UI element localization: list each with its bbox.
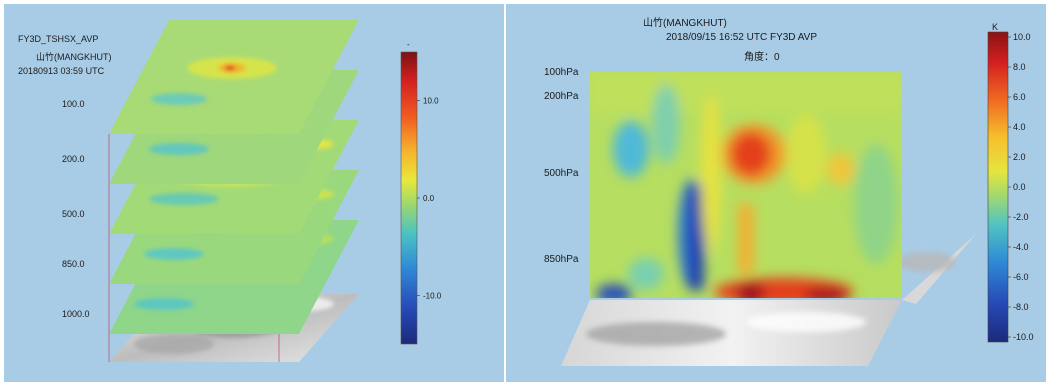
layer-label-850: 850.0 bbox=[62, 259, 85, 269]
colorbar-tick-label: 0.0 bbox=[1013, 182, 1026, 192]
colorbar-tick-label: 6.0 bbox=[1013, 92, 1026, 102]
colorbar-tick-label: 2.0 bbox=[1013, 152, 1026, 162]
colorbar-tick-label: -8.0 bbox=[1013, 302, 1029, 312]
colorbar-tick-label: -4.0 bbox=[1013, 242, 1029, 252]
colorbar-tick-label: -10.0 bbox=[1013, 332, 1034, 342]
colorbar-tick-label: 10.0 bbox=[423, 97, 439, 106]
right-colorbar bbox=[987, 31, 1009, 343]
left-subtitle-name: 山竹(MANGKHUT) bbox=[36, 52, 112, 62]
colorbar-tick-label: -10.0 bbox=[423, 291, 442, 300]
colorbar-tick-label: -2.0 bbox=[1013, 212, 1029, 222]
colorbar-tick-label: 0.0 bbox=[423, 194, 435, 203]
right-colorbar-unit: K bbox=[992, 22, 998, 32]
layer-label-500: 500.0 bbox=[62, 209, 85, 219]
layer-label-100: 100.0 bbox=[62, 99, 85, 109]
left-panel: FY3D_TSHSX_AVP 山竹(MANGKHUT) 20180913 03:… bbox=[4, 4, 504, 382]
layer-100 bbox=[109, 20, 359, 134]
colorbar-tick-label: 4.0 bbox=[1013, 122, 1026, 132]
colorbar-tick-label: 8.0 bbox=[1013, 62, 1026, 72]
ytick-500hpa: 500hPa bbox=[544, 168, 579, 179]
left-subtitle-time: 20180913 03:59 UTC bbox=[18, 66, 105, 76]
right-cross-section-chart: 100hPa 200hPa 500hPa 850hPa K 10.0 8.0 6.0… bbox=[544, 22, 1034, 366]
ytick-850hpa: 850hPa bbox=[544, 254, 579, 265]
left-colorbar-unit: - bbox=[407, 40, 410, 49]
colorbar-tick-label: -6.0 bbox=[1013, 272, 1029, 282]
right-panel: 山竹(MANGKHUT) 2018/09/15 16:52 UTC FY3D A… bbox=[506, 4, 1046, 382]
ytick-200hpa: 200hPa bbox=[544, 91, 579, 102]
ytick-100hpa: 100hPa bbox=[544, 67, 579, 78]
left-stack-chart: 100.0 200.0 500.0 850.0 1000.0 - 10.0 0.0… bbox=[62, 20, 442, 362]
left-colorbar bbox=[400, 51, 418, 345]
right-base-cloud-image bbox=[561, 234, 976, 366]
right-heatmap bbox=[590, 72, 902, 298]
right-title: 山竹(MANGKHUT) bbox=[643, 18, 727, 29]
layer-label-1000: 1000.0 bbox=[62, 309, 90, 319]
left-title: FY3D_TSHSX_AVP bbox=[18, 34, 99, 44]
layer-label-200: 200.0 bbox=[62, 154, 85, 164]
right-subtitle: 2018/09/15 16:52 UTC FY3D AVP bbox=[666, 32, 818, 43]
right-annotation: 角度：0 bbox=[744, 52, 780, 63]
colorbar-tick-label: 10.0 bbox=[1013, 32, 1031, 42]
